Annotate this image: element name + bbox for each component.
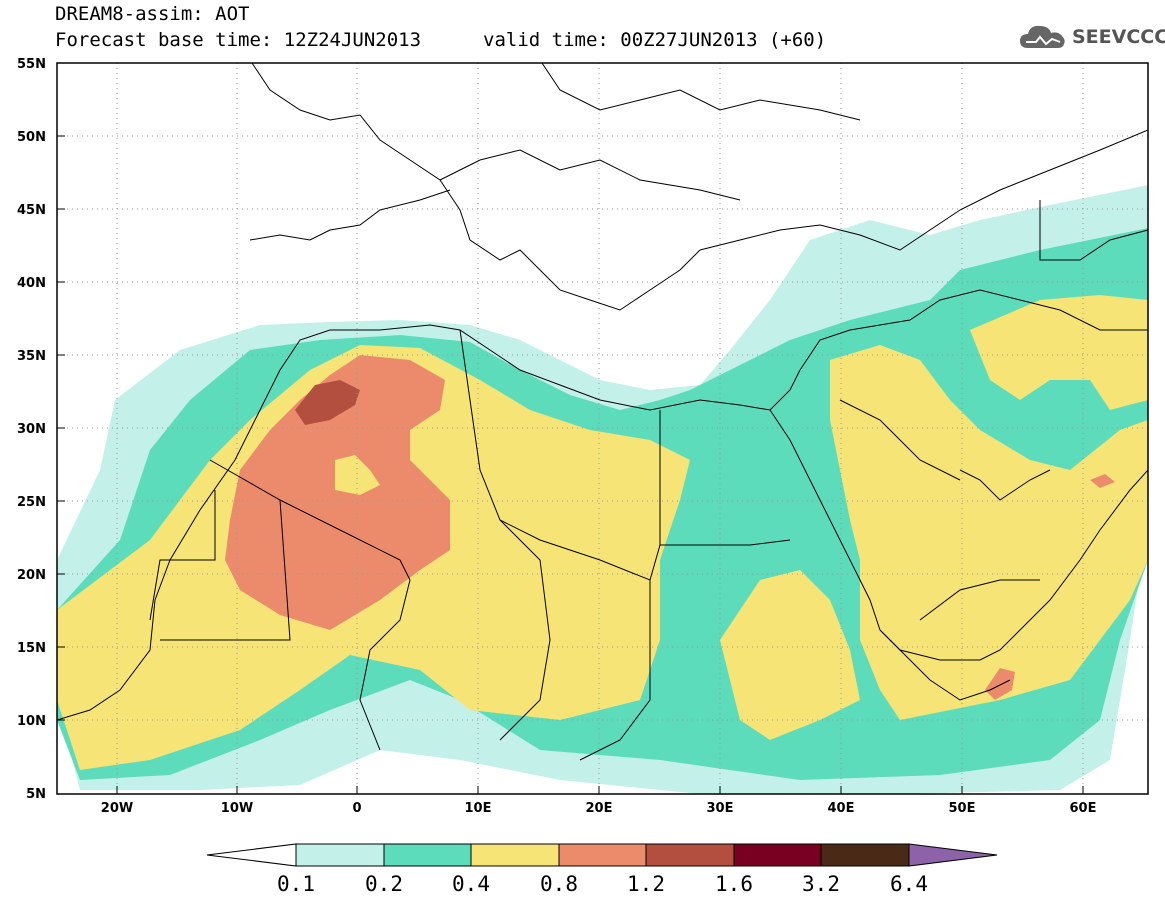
lon-label: 50E [949,801,976,816]
logo-text: SEEVCCC [1072,26,1165,48]
colorbar-label: 0.1 [277,872,315,896]
base-time-label: Forecast base time: 12Z24JUN2013 [55,29,422,51]
colorbar-swatch [470,843,560,867]
colorbar-swatch [733,843,822,867]
aot-band-0.8-somalia [985,668,1015,700]
lon-labels: 20W 10W 0 10E 20E 30E 40E 50E 60E [101,801,1097,816]
aot-band-0.8-iran [1090,474,1115,488]
colorbar-label: 0.8 [540,872,578,896]
colorbar-label: 6.4 [890,872,928,896]
colorbar-under-arrow [206,843,297,867]
aot-band-0.4-iran [970,295,1148,410]
colorbar: 0.1 0.2 0.4 0.8 1.2 1.6 3.2 6.4 [206,843,998,896]
lat-label: 10N [17,714,46,729]
lon-label: 40E [828,801,855,816]
colorbar-label: 0.2 [365,872,403,896]
gridlines [57,63,1148,794]
lat-labels: 55N 50N 45N 40N 35N 30N 25N 20N 15N 10N … [17,57,46,802]
aot-band-0.4-ethiopia [720,570,860,740]
lon-label: 0 [352,801,361,816]
colorbar-label: 1.6 [715,872,753,896]
lat-label: 40N [17,276,46,291]
lon-label: 60E [1070,801,1097,816]
aot-band-1.2 [295,380,360,425]
colorbar-swatch [645,843,735,867]
lat-label: 30N [17,422,46,437]
valid-time-label: valid time: 00Z27JUN2013 (+60) [483,29,827,51]
lon-label: 20W [101,801,133,816]
lat-label: 15N [17,641,46,656]
aot-band-0.8 [225,355,450,630]
colorbar-label: 0.4 [452,872,490,896]
lat-label: 25N [17,495,46,510]
aot-band-0.4-hole [335,455,380,495]
cloud-icon [1020,25,1065,48]
aot-shading [57,185,1148,794]
colorbar-swatch [383,843,472,867]
seevccc-logo: SEEVCCC [1018,22,1165,52]
lon-label: 30E [707,801,734,816]
aot-band-0.4-arabia [830,345,1148,720]
colorbar-over-arrow [908,843,998,867]
lon-label: 10W [221,801,253,816]
colorbar-label: 3.2 [802,872,840,896]
axis-ticks [57,62,1084,795]
lat-label: 20N [17,568,46,583]
lat-label: 55N [17,57,46,72]
coastlines [57,63,1148,761]
lat-label: 50N [17,130,46,145]
colorbar-swatch [558,843,647,867]
lon-label: 10E [465,801,492,816]
lat-label: 45N [17,203,46,218]
lat-label: 5N [26,787,46,802]
lat-label: 35N [17,349,46,364]
map-title: DREAM8-assim: AOT [55,3,250,25]
lon-label: 20E [586,801,613,816]
colorbar-swatch [820,843,910,867]
colorbar-label: 1.2 [627,872,665,896]
colorbar-swatch [295,843,385,867]
